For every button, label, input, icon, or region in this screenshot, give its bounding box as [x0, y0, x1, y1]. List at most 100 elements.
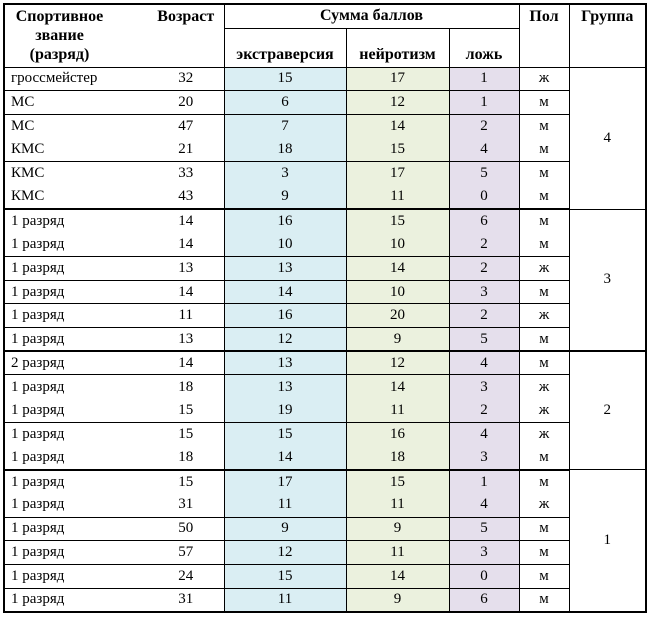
lie-cell: 1 — [448, 90, 519, 115]
lie-cell: 5 — [448, 327, 519, 353]
rank-cell: гроссмейстер — [4, 67, 148, 92]
rank-cell: 1 разряд — [4, 280, 148, 305]
table-row: КМС 21 18 15 4 м — [4, 138, 646, 163]
age-cell: 20 — [148, 90, 224, 115]
table-row: гроссмейстер 32 15 17 1 ж 4 — [4, 67, 646, 210]
age-cell: 11 — [148, 303, 224, 329]
sex-cell: ж — [518, 67, 569, 92]
table-row: 1 разряд 13 12 9 5 м — [4, 327, 646, 353]
table-row: 1 разряд 18 13 14 3 ж — [4, 374, 646, 399]
rank-cell: КМС — [4, 185, 148, 211]
rank-cell: 1 разряд — [4, 588, 148, 613]
group-cell: 4 — [568, 67, 646, 210]
table-row: 1 разряд 31 11 9 6 м — [4, 588, 646, 613]
sex-cell: ж — [518, 493, 569, 518]
extraversion-cell: 15 — [223, 564, 346, 589]
sex-cell: м — [518, 161, 569, 186]
age-cell: 50 — [148, 517, 224, 542]
rank-cell: 1 разряд — [11, 473, 65, 490]
lie-cell: 5 — [448, 517, 519, 542]
column-header-neuroticism: нейротизм — [345, 28, 449, 68]
age-cell: 31 — [148, 493, 224, 518]
age-cell: 18 — [148, 446, 224, 471]
age-cell: 32 — [148, 67, 224, 92]
neuroticism-cell: 11 — [345, 185, 449, 211]
lie-cell: 6 — [448, 209, 519, 233]
sex-cell: м — [518, 90, 569, 115]
column-header-group: Группа — [568, 4, 646, 68]
lie-cell: 2 — [448, 232, 519, 257]
rank-cell: 1 разряд — [4, 540, 148, 565]
lie-cell: 6 — [448, 588, 519, 613]
table-row: КМС 43 9 11 0 м — [4, 185, 646, 211]
header-row-2: экстраверсия нейротизм ложь — [4, 28, 646, 68]
sex-cell: ж — [518, 374, 569, 399]
extraversion-cell: 18 — [223, 138, 346, 163]
age-cell: 43 — [148, 185, 224, 211]
lie-cell: 3 — [448, 446, 519, 471]
athletes-scores-table: Спортивное звание (разряд) Возраст Сумма… — [3, 3, 647, 613]
sex-cell: м — [518, 327, 569, 353]
header-row-1: Спортивное звание (разряд) Возраст Сумма… — [4, 4, 646, 68]
group-cell: 1 — [568, 469, 646, 613]
extraversion-cell: 16 — [223, 209, 346, 233]
neuroticism-cell: 10 — [345, 232, 449, 257]
lie-cell: 4 — [448, 351, 519, 376]
sex-cell: м — [518, 209, 569, 233]
age-cell: 14 — [148, 351, 224, 376]
table-row: 1 разряд 31 11 11 4 ж — [4, 493, 646, 518]
group-cell: 3 — [568, 209, 646, 353]
sex-cell: м — [518, 588, 569, 613]
extraversion-cell: 16 — [223, 303, 346, 329]
sex-cell: м — [518, 446, 569, 471]
rank-cell: МС — [11, 117, 35, 134]
neuroticism-cell: 18 — [345, 446, 449, 471]
extraversion-cell: 13 — [223, 256, 346, 281]
extraversion-cell: 9 — [223, 185, 346, 211]
age-cell: 14 — [148, 232, 224, 257]
neuroticism-cell: 9 — [345, 517, 449, 542]
lie-cell: 0 — [448, 185, 519, 211]
table-row: 1 разряд 15 19 11 2 ж — [4, 398, 646, 423]
sex-cell: ж — [518, 303, 569, 329]
table-row: 1 разряд 15 15 16 4 ж — [4, 422, 646, 446]
neuroticism-cell: 20 — [345, 303, 449, 329]
neuroticism-cell: 12 — [345, 351, 449, 376]
table-row: 1 разряд 13 13 14 2 ж — [4, 256, 646, 281]
table-row: 1 разряд 11 16 20 2 ж — [4, 303, 646, 329]
extraversion-cell: 9 — [223, 517, 346, 542]
extraversion-cell: 13 — [223, 374, 346, 399]
column-header-lie: ложь — [448, 28, 519, 68]
table-row: МС 47 7 14 2 м — [4, 114, 646, 139]
lie-cell: 2 — [448, 114, 519, 139]
rank-cell: 1 разряд — [4, 232, 148, 257]
lie-cell: 5 — [448, 161, 519, 186]
table-row: 1 разряд 18 14 18 3 м — [4, 446, 646, 471]
table-row: МС 20 6 12 1 м — [4, 90, 646, 115]
table-row: 1 разряд 14 14 10 3 м — [4, 280, 646, 305]
age-cell: 13 — [148, 327, 224, 353]
extraversion-cell: 12 — [223, 327, 346, 353]
neuroticism-cell: 11 — [345, 493, 449, 518]
sex-cell: ж — [518, 256, 569, 281]
column-header-age: Возраст — [148, 4, 224, 68]
sex-cell: ж — [518, 398, 569, 423]
extraversion-cell: 17 — [223, 469, 346, 494]
age-cell: 13 — [148, 256, 224, 281]
age-cell: 14 — [148, 280, 224, 305]
column-header-sex: Пол — [518, 4, 569, 68]
rank-cell: 1 разряд — [4, 517, 148, 542]
age-cell: 14 — [178, 212, 194, 229]
lie-cell: 4 — [448, 422, 519, 446]
age-cell: 21 — [148, 138, 224, 163]
sex-cell: м — [518, 469, 569, 494]
group-cell: 2 — [568, 351, 646, 471]
age-cell: 15 — [178, 425, 194, 442]
sex-cell: м — [518, 517, 569, 542]
rank-cell: 1 разряд — [4, 303, 148, 329]
neuroticism-cell: 11 — [345, 398, 449, 423]
table-header: Спортивное звание (разряд) Возраст Сумма… — [4, 4, 646, 68]
table-row: 1 разряд 15 17 15 1 м 1 — [4, 469, 646, 613]
extraversion-cell: 10 — [223, 232, 346, 257]
